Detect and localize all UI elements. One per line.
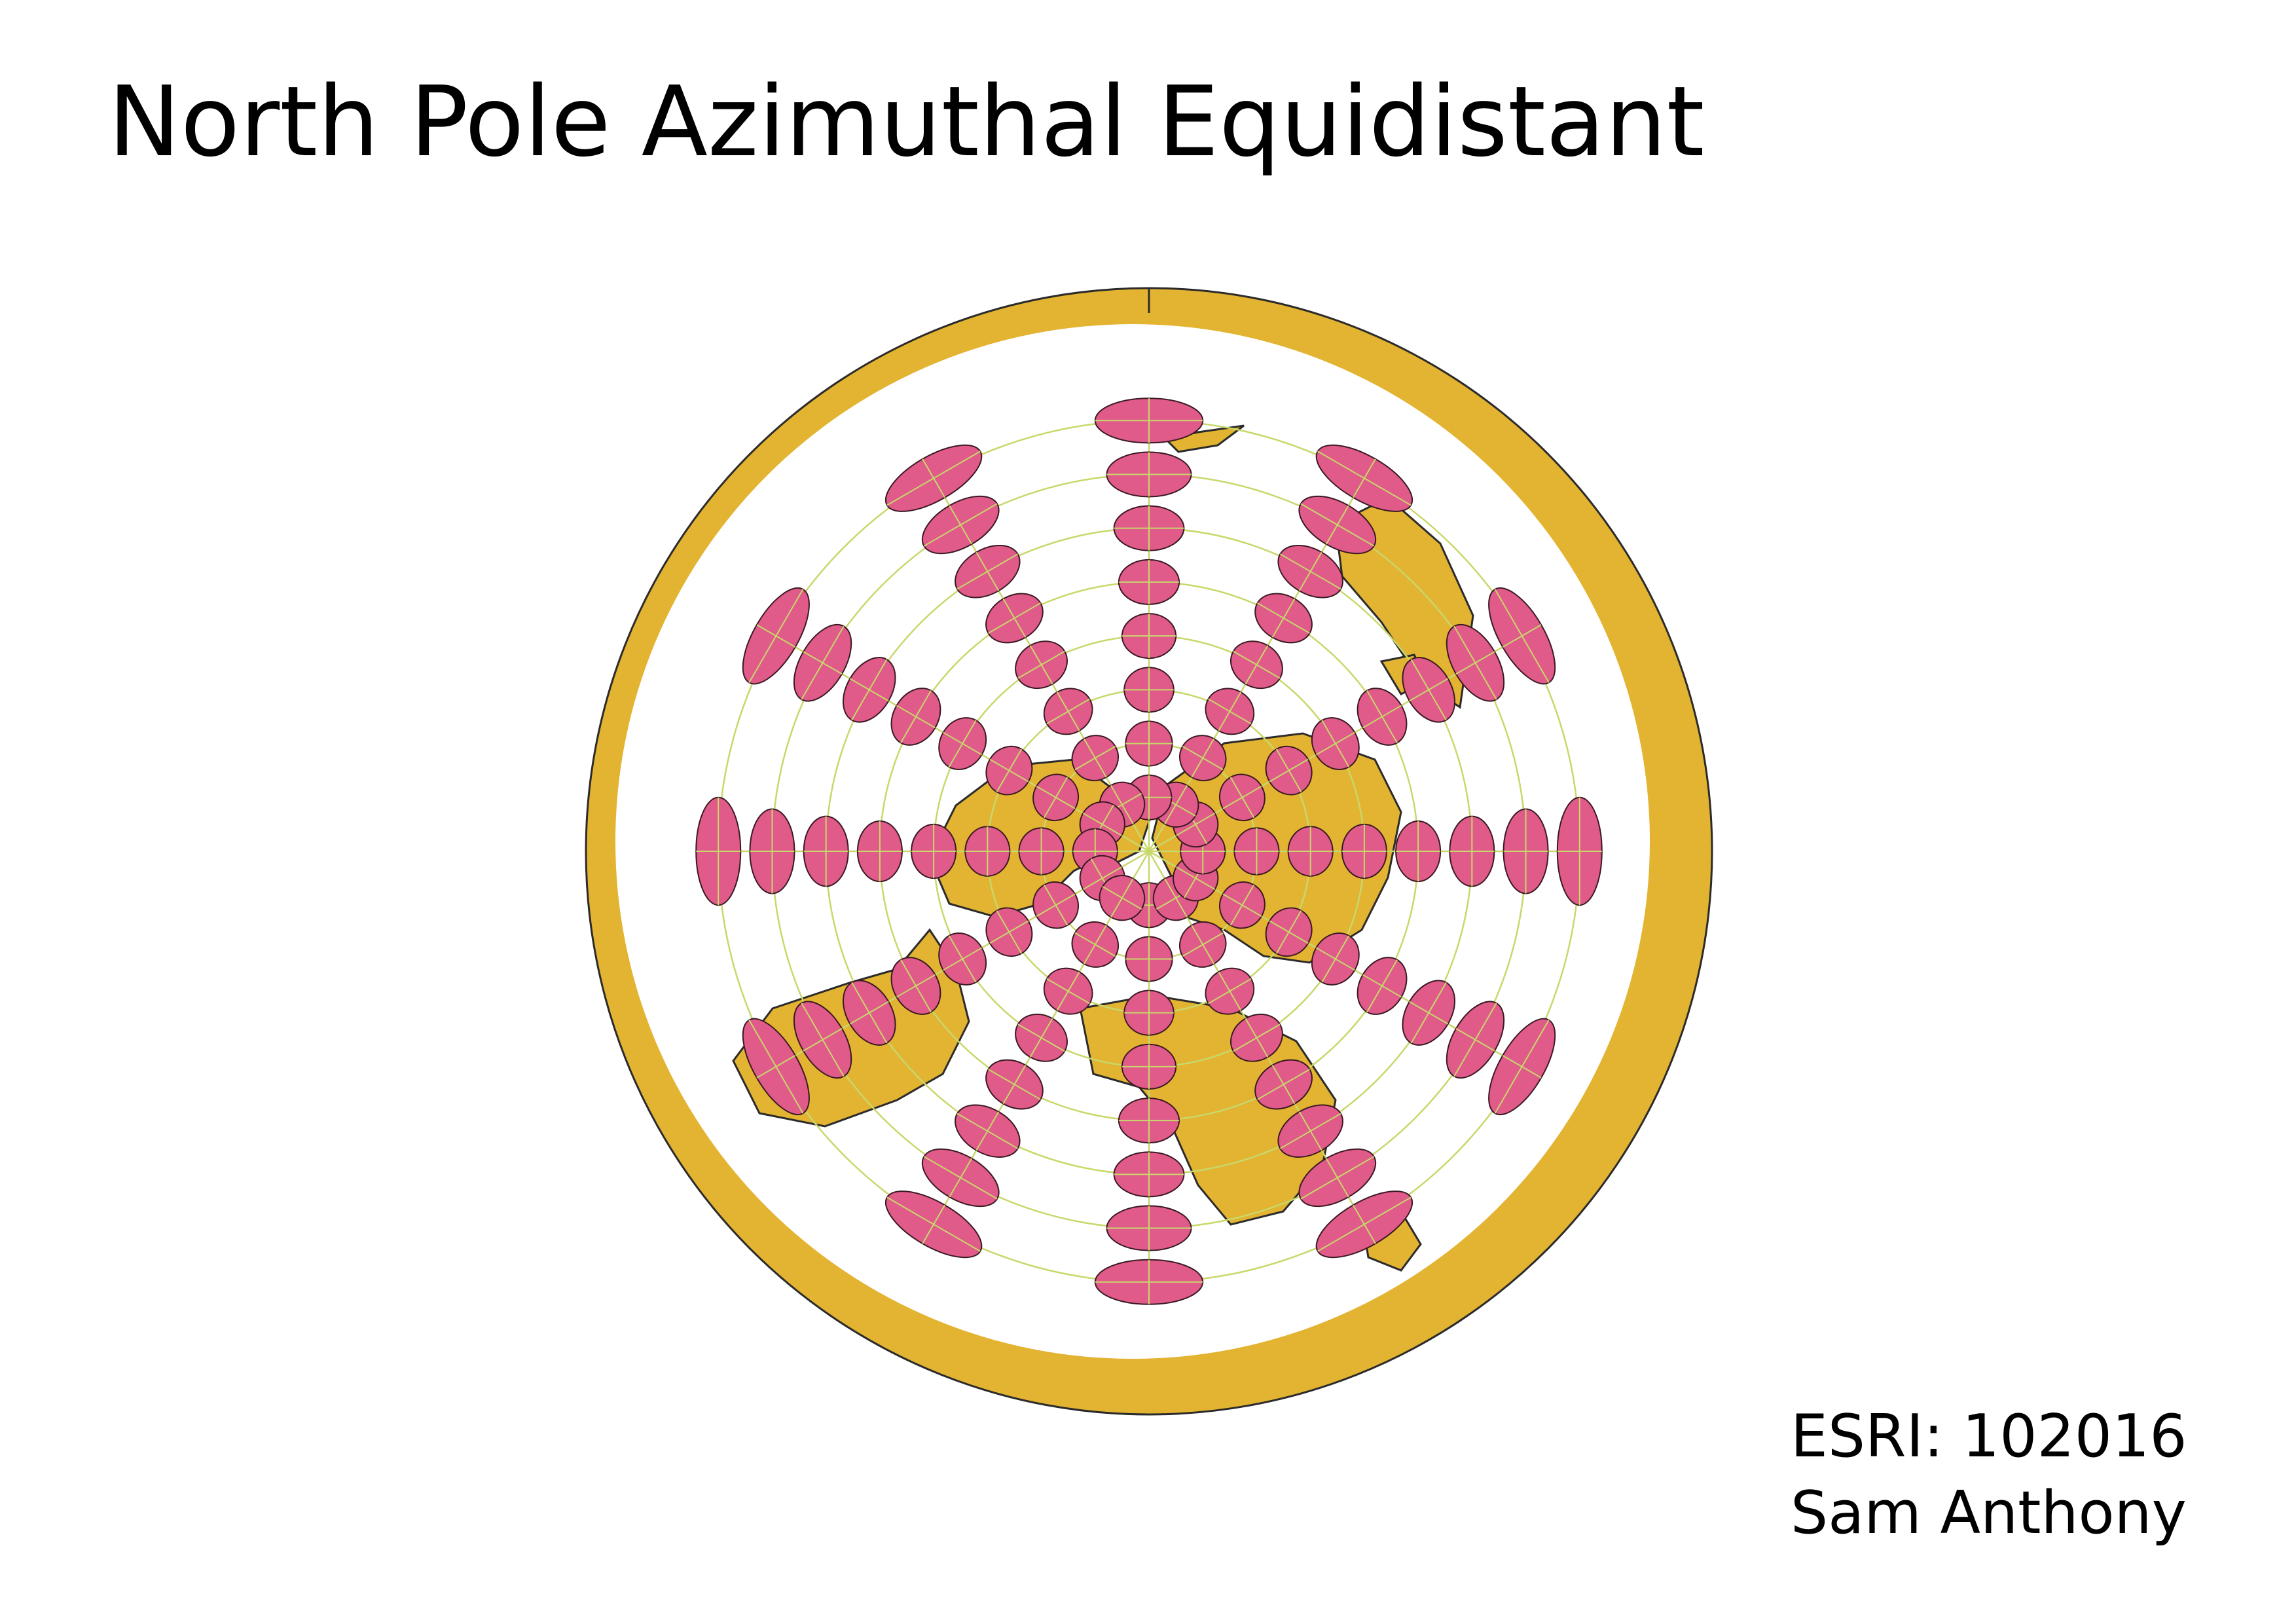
tissot-ellipse xyxy=(1287,826,1334,877)
tissot-ellipse xyxy=(985,745,1033,796)
tissot-ellipse xyxy=(695,796,742,906)
tissot-ellipse xyxy=(911,823,957,879)
tissot-ellipse xyxy=(1071,735,1119,781)
tissot-ellipse xyxy=(938,932,987,986)
tissot-ellipse xyxy=(1118,559,1180,605)
tissot-ellipse xyxy=(955,1104,1021,1158)
tissot-ellipse xyxy=(1118,1098,1180,1144)
tissot-ellipse xyxy=(749,808,795,895)
author-name: Sam Anthony xyxy=(1791,1479,2187,1547)
tissot-ellipse xyxy=(1446,1001,1505,1079)
tissot-ellipse xyxy=(1556,796,1603,906)
tissot-ellipse xyxy=(1113,505,1185,551)
map-credits: ESRI: 102016 Sam Anthony xyxy=(1791,1398,2187,1551)
tissot-ellipse xyxy=(1219,881,1266,929)
tissot-ellipse xyxy=(921,495,1000,555)
tissot-ellipse xyxy=(1205,688,1255,735)
tissot-ellipse xyxy=(1488,587,1556,685)
tissot-ellipse xyxy=(1446,623,1505,702)
tissot-ellipse xyxy=(985,593,1044,644)
tissot-ellipse xyxy=(985,1059,1044,1110)
tissot-ellipse xyxy=(1123,989,1175,1036)
tissot-ellipse xyxy=(1449,815,1495,887)
tissot-ellipse xyxy=(1123,667,1175,713)
tissot-ellipse xyxy=(1311,717,1360,771)
tissot-ellipse xyxy=(803,815,849,887)
tissot-ellipse xyxy=(1179,735,1227,781)
tissot-ellipse xyxy=(985,907,1033,957)
tissot-ellipse xyxy=(1125,936,1173,982)
tissot-ellipse xyxy=(1488,1018,1556,1116)
tissot-ellipse xyxy=(1043,967,1093,1015)
tissot-ellipse xyxy=(1125,720,1173,767)
tissot-ellipse xyxy=(1298,1148,1377,1208)
tissot-ellipse xyxy=(1311,932,1360,986)
tissot-ellipse xyxy=(1032,881,1079,929)
tissot-ellipse xyxy=(1219,773,1266,821)
tissot-ellipse xyxy=(1265,907,1313,957)
tissot-ellipse xyxy=(856,820,903,883)
tissot-ellipse xyxy=(843,980,896,1046)
tissot-ellipse xyxy=(1265,745,1313,796)
tissot-ellipse xyxy=(793,1001,852,1079)
tissot-ellipse xyxy=(1094,1259,1204,1305)
tissot-ellipse xyxy=(1018,827,1065,876)
tissot-ellipse xyxy=(890,688,941,746)
tissot-ellipse xyxy=(1015,640,1068,690)
tissot-ellipse xyxy=(793,623,852,702)
tissot-ellipse xyxy=(742,587,810,685)
tissot-ellipse xyxy=(955,545,1021,599)
tissot-ellipse xyxy=(1121,1043,1177,1090)
tissot-ellipse xyxy=(1230,1013,1283,1062)
tissot-ellipse xyxy=(742,1018,810,1116)
tissot-ellipse xyxy=(884,444,983,512)
tissot-ellipse xyxy=(1179,921,1227,968)
tissot-ellipse xyxy=(1341,823,1387,879)
tissot-ellipse xyxy=(1254,1059,1313,1110)
tissot-ellipse xyxy=(964,826,1011,877)
tissot-ellipse xyxy=(1071,921,1119,968)
tissot-ellipse xyxy=(1402,657,1455,723)
tissot-indicatrices xyxy=(695,397,1603,1305)
tissot-ellipse xyxy=(1315,1190,1413,1259)
tissot-ellipse xyxy=(884,1190,983,1259)
tissot-ellipse xyxy=(1113,1151,1185,1198)
esri-code: ESRI: 102016 xyxy=(1791,1402,2187,1471)
tissot-ellipse xyxy=(1106,451,1192,498)
tissot-ellipse xyxy=(1357,957,1408,1015)
tissot-ellipse xyxy=(1205,967,1255,1015)
tissot-ellipse xyxy=(843,657,896,723)
tissot-ellipse xyxy=(1277,1104,1343,1158)
tissot-ellipse xyxy=(1315,444,1413,512)
tissot-ellipse xyxy=(1357,688,1408,746)
tissot-ellipse xyxy=(1043,688,1093,735)
tissot-ellipse xyxy=(1298,495,1377,555)
tissot-ellipse xyxy=(1395,820,1442,883)
tissot-ellipse xyxy=(921,1148,1000,1208)
tissot-ellipse xyxy=(1230,640,1283,690)
tissot-ellipse xyxy=(1402,980,1455,1046)
tissot-ellipse xyxy=(1254,593,1313,644)
tissot-ellipse xyxy=(938,717,987,771)
tissot-ellipse xyxy=(890,957,941,1015)
tissot-ellipse xyxy=(1015,1013,1068,1062)
tissot-ellipse xyxy=(1106,1205,1192,1251)
map-title: North Pole Azimuthal Equidistant xyxy=(108,65,1705,178)
tissot-ellipse xyxy=(1099,875,1146,921)
tissot-ellipse xyxy=(1121,613,1177,659)
tissot-ellipse xyxy=(1277,545,1343,599)
tissot-ellipse xyxy=(1233,827,1280,876)
tissot-ellipse xyxy=(1032,773,1079,821)
tissot-ellipse xyxy=(1503,808,1549,895)
tissot-ellipse xyxy=(1094,397,1204,444)
